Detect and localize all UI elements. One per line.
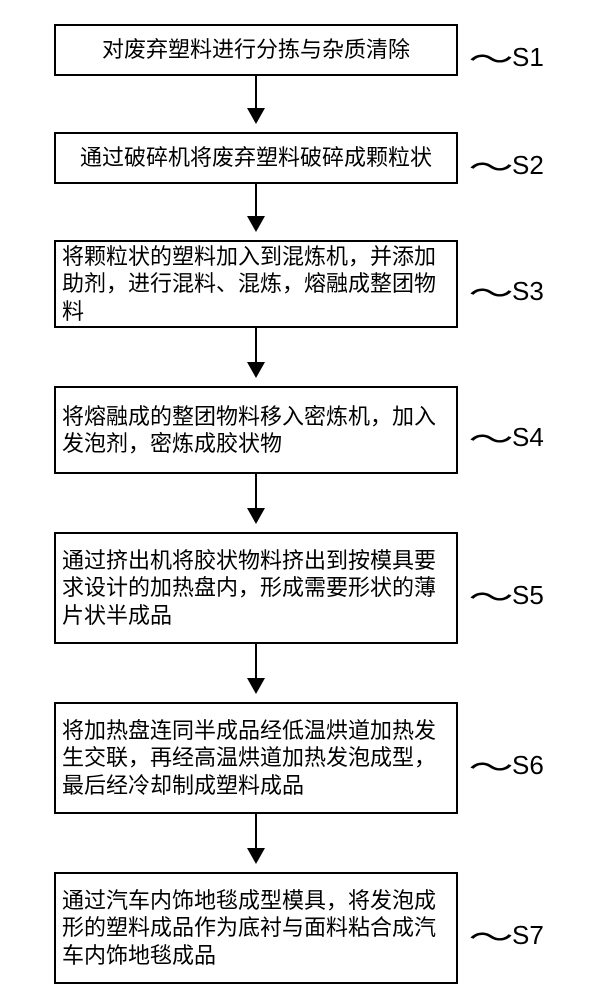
flowchart-canvas: 对废弃塑料进行分拣与杂质清除〜S1通过破碎机将废弃塑料破碎成颗粒状〜S2将颗粒状… (0, 0, 612, 1000)
step-tag-s1: 〜S1 (476, 35, 544, 79)
step-label-s7: S7 (512, 920, 544, 951)
step-text-s5: 通过挤出机将胶状物料挤出到按模具要求设计的加热盘内，形成需要形状的薄片状半成品 (56, 543, 456, 634)
step-text-s6: 将加热盘连同半成品经低温烘道加热发生交联，再经高温烘道加热发泡成型，最后经冷却制… (56, 713, 456, 804)
step-box-s6: 将加热盘连同半成品经低温烘道加热发生交联，再经高温烘道加热发泡成型，最后经冷却制… (54, 702, 458, 814)
step-tag-s2: 〜S2 (476, 143, 544, 187)
step-text-s3: 将颗粒状的塑料加入到混炼机，并添加助剂，进行混料、混炼，熔融成整团物料 (56, 239, 456, 330)
step-tag-s4: 〜S4 (476, 415, 544, 459)
tilde-icon: 〜 (469, 743, 514, 787)
step-label-s2: S2 (512, 150, 544, 181)
tilde-icon: 〜 (469, 35, 514, 79)
step-label-s5: S5 (512, 580, 544, 611)
step-label-s3: S3 (512, 276, 544, 307)
step-tag-s5: 〜S5 (476, 573, 544, 617)
step-text-s1: 对废弃塑料进行分拣与杂质清除 (56, 32, 456, 68)
step-tag-s6: 〜S6 (476, 743, 544, 787)
step-box-s1: 对废弃塑料进行分拣与杂质清除 (54, 24, 458, 76)
tilde-icon: 〜 (469, 913, 514, 957)
tilde-icon: 〜 (469, 269, 514, 313)
step-box-s4: 将熔融成的整团物料移入密炼机，加入发泡剂，密炼成胶状物 (54, 386, 458, 474)
step-box-s2: 通过破碎机将废弃塑料破碎成颗粒状 (54, 132, 458, 184)
step-text-s4: 将熔融成的整团物料移入密炼机，加入发泡剂，密炼成胶状物 (56, 399, 456, 462)
step-tag-s3: 〜S3 (476, 269, 544, 313)
step-box-s7: 通过汽车内饰地毯成型模具，将发泡成形的塑料成品作为底衬与面料粘合成汽车内饰地毯成… (54, 872, 458, 984)
tilde-icon: 〜 (469, 573, 514, 617)
step-tag-s7: 〜S7 (476, 913, 544, 957)
step-label-s1: S1 (512, 42, 544, 73)
tilde-icon: 〜 (469, 415, 514, 459)
step-label-s6: S6 (512, 750, 544, 781)
step-box-s5: 通过挤出机将胶状物料挤出到按模具要求设计的加热盘内，形成需要形状的薄片状半成品 (54, 532, 458, 644)
step-text-s2: 通过破碎机将废弃塑料破碎成颗粒状 (56, 140, 456, 176)
step-box-s3: 将颗粒状的塑料加入到混炼机，并添加助剂，进行混料、混炼，熔融成整团物料 (54, 240, 458, 328)
step-label-s4: S4 (512, 422, 544, 453)
tilde-icon: 〜 (469, 143, 514, 187)
step-text-s7: 通过汽车内饰地毯成型模具，将发泡成形的塑料成品作为底衬与面料粘合成汽车内饰地毯成… (56, 883, 456, 974)
